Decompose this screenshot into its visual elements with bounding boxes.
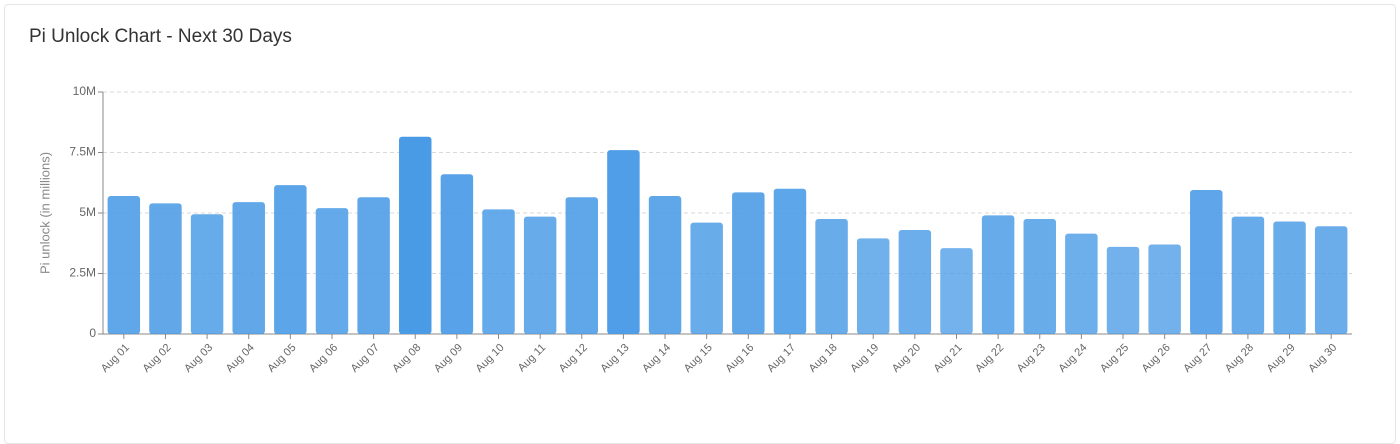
x-tick-label: Aug 18: [807, 342, 840, 375]
bar: [1148, 244, 1181, 334]
y-tick-label: 2.5M: [69, 266, 96, 280]
x-tick-label: Aug 02: [140, 342, 173, 375]
x-tick-label: Aug 07: [349, 342, 382, 375]
y-tick-label: 5M: [79, 205, 96, 219]
x-tick-label: Aug 11: [516, 342, 549, 375]
x-tick-label: Aug 13: [598, 342, 631, 375]
y-axis-label: Pi unlock (in millions): [37, 152, 52, 274]
x-tick-label: Aug 21: [932, 342, 965, 375]
x-tick-label: Aug 16: [723, 342, 756, 375]
bar: [607, 150, 640, 334]
x-tick-label: Aug 29: [1265, 342, 1298, 375]
x-tick-label: Aug 26: [1140, 342, 1173, 375]
x-tick-label: Aug 08: [390, 342, 423, 375]
x-tick-label: Aug 22: [973, 342, 1006, 375]
x-tick-label: Aug 05: [265, 342, 298, 375]
bar: [565, 197, 599, 334]
x-tick-label: Aug 12: [557, 342, 590, 375]
bar: [856, 238, 890, 334]
x-tick-label: Aug 14: [640, 342, 673, 375]
x-tick-label: Aug 30: [1306, 342, 1339, 375]
bar: [274, 185, 307, 334]
bar: [732, 192, 765, 334]
bar: [232, 202, 265, 334]
bar: [940, 248, 973, 334]
x-tick-label: Aug 24: [1056, 342, 1089, 375]
x-tick-label: Aug 10: [474, 342, 507, 375]
bar: [1231, 216, 1265, 334]
y-tick-label: 0: [89, 326, 96, 340]
bar: [981, 215, 1015, 334]
x-tick-label: Aug 01: [99, 342, 132, 375]
y-tick-label: 10M: [73, 84, 96, 98]
bar: [898, 229, 932, 334]
x-tick-label: Aug 28: [1223, 342, 1256, 375]
bar: [190, 214, 224, 334]
bar: [648, 196, 682, 334]
x-tick-label: Aug 03: [182, 342, 215, 375]
bar: [107, 196, 141, 334]
bar: [149, 203, 182, 334]
bar: [357, 197, 390, 334]
x-tick-label: Aug 06: [307, 342, 340, 375]
x-tick-label: Aug 23: [1015, 342, 1048, 375]
bar: [440, 174, 474, 334]
x-tick-label: Aug 27: [1181, 342, 1214, 375]
bar: [523, 216, 557, 334]
bar: [1106, 246, 1140, 334]
y-tick-label: 7.5M: [69, 145, 96, 159]
bar: [1314, 226, 1348, 334]
x-tick-label: Aug 09: [432, 342, 465, 375]
x-tick-label: Aug 04: [224, 342, 257, 375]
bar: [482, 209, 515, 334]
bar: [399, 136, 432, 334]
x-tick-label: Aug 25: [1098, 342, 1131, 375]
x-tick-label: Aug 20: [890, 342, 923, 375]
bar: [1023, 219, 1056, 334]
bar: [773, 188, 807, 334]
x-tick-label: Aug 19: [848, 342, 881, 375]
bar: [1273, 221, 1306, 334]
bar: [1065, 233, 1098, 334]
chart: Pi Unlock Chart - Next 30 Days Pi unlock…: [29, 26, 1352, 375]
bar: [315, 208, 349, 334]
chart-title: Pi Unlock Chart - Next 30 Days: [29, 26, 292, 47]
bar: [690, 222, 723, 334]
x-tick-label: Aug 15: [682, 342, 715, 375]
x-tick-label: Aug 17: [765, 342, 798, 375]
bar: [815, 219, 848, 334]
bar: [1190, 190, 1223, 334]
